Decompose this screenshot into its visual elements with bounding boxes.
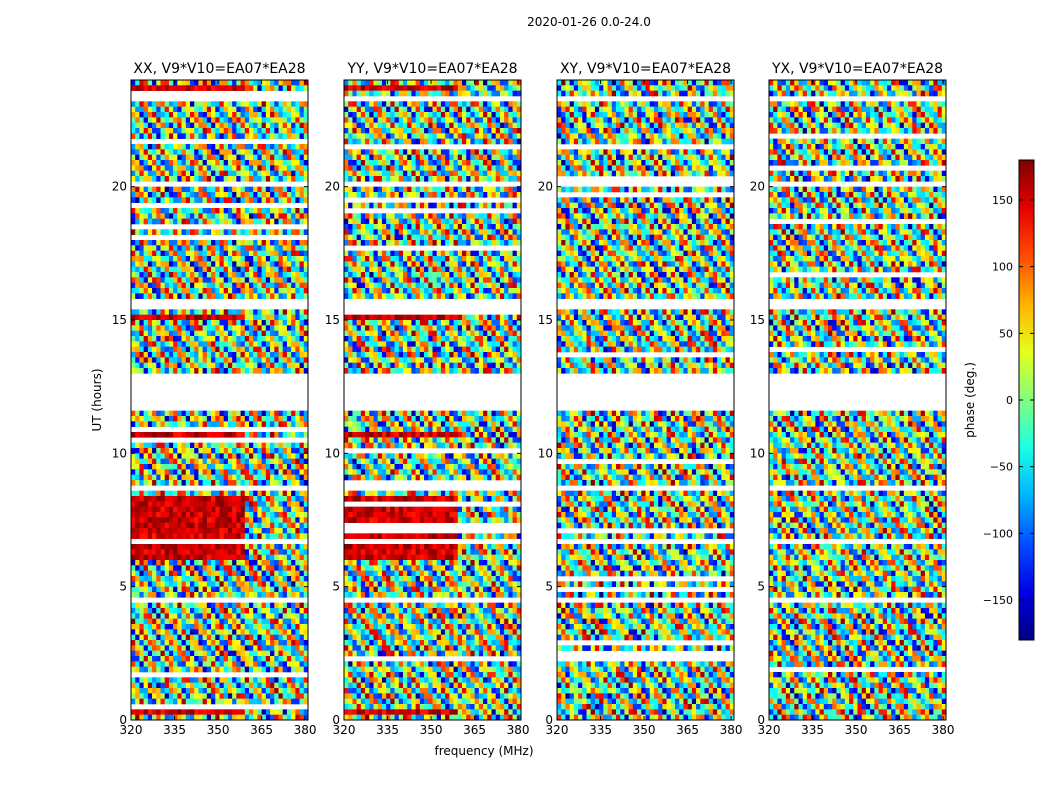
y-tick-label: 0 [757,713,765,727]
x-tick-label: 350 [845,723,868,737]
y-tick-label: 20 [112,180,127,194]
x-tick-label: 350 [207,723,230,737]
y-tick-label: 15 [325,313,340,327]
colorbar-tick-label: −100 [983,527,1013,540]
y-tick-label: 10 [112,446,127,460]
panel-title-yy: YY, V9*V10=EA07*EA28 [346,61,517,77]
panel-title-yx: YX, V9*V10=EA07*EA28 [771,61,943,77]
x-tick-label: 335 [801,723,824,737]
panel-frame [343,79,522,721]
y-tick-label: 5 [119,580,127,594]
x-tick-label: 320 [546,723,569,737]
y-tick-label: 20 [325,180,340,194]
y-tick-label: 0 [332,713,340,727]
y-tick-label: 5 [757,580,765,594]
figure-suptitle: 2020-01-26 0.0-24.0 [527,15,651,29]
x-axis-label: frequency (MHz) [434,744,533,758]
colorbar-tick-label: −150 [983,594,1013,607]
panel-xy: XY, V9*V10=EA07*EA28 320 335 350 365 380 0 5 10 1… [538,61,743,737]
panel-yx: YX, V9*V10=EA07*EA28 320 335 350 365 380 0 5 10 1… [750,61,955,737]
x-tick-label: 365 [676,723,699,737]
y-tick-label: 15 [750,313,765,327]
x-tick-label: 320 [120,723,143,737]
colorbar-tick-label: −50 [990,461,1013,474]
colorbar-tick-label: 50 [999,327,1013,340]
y-tick-label: 20 [538,180,553,194]
x-tick-label: 380 [720,723,743,737]
heatmap-xx [131,80,308,720]
colorbar-tick-label: 0 [1006,394,1013,407]
panel-yy: YY, V9*V10=EA07*EA28 320 335 350 365 380 0 5 10 1… [325,61,530,737]
heatmap-yx [769,80,946,720]
colorbar-label: phase (deg.) [963,362,977,438]
x-tick-label: 365 [250,723,273,737]
x-tick-label: 335 [376,723,399,737]
heatmap-xy [557,80,734,720]
x-tick-label: 335 [589,723,612,737]
x-tick-label: 350 [633,723,656,737]
panel-xx: XX, V9*V10=EA07*EA28 320 335 350 365 380 0 5 10 1… [112,61,317,737]
y-axis-label: UT (hours) [90,368,104,431]
heatmap-yy [344,80,521,720]
y-tick-label: 10 [750,446,765,460]
y-tick-label: 10 [325,446,340,460]
x-tick-label: 365 [463,723,486,737]
x-tick-label: 380 [507,723,530,737]
panel-frame [556,79,735,721]
x-tick-label: 350 [420,723,443,737]
colorbar: −150 −100 −50 0 50 100 150 [983,159,1035,641]
x-tick-label: 365 [888,723,911,737]
x-tick-label: 335 [163,723,186,737]
y-tick-label: 20 [750,180,765,194]
x-tick-label: 320 [333,723,356,737]
y-tick-label: 5 [332,580,340,594]
panel-title-xy: XY, V9*V10=EA07*EA28 [560,61,731,77]
panel-title-xx: XX, V9*V10=EA07*EA28 [133,61,305,77]
x-tick-label: 380 [932,723,955,737]
y-tick-label: 15 [112,313,127,327]
x-tick-label: 320 [758,723,781,737]
panel-frame [768,79,947,721]
colorbar-tick-label: 150 [992,194,1013,207]
y-tick-label: 0 [119,713,127,727]
y-tick-label: 10 [538,446,553,460]
colorbar-tick-label: 100 [992,261,1013,274]
x-tick-label: 380 [294,723,317,737]
panels-group: XX, V9*V10=EA07*EA28 320 335 350 365 380 0 5 10 1… [112,61,955,737]
y-tick-label: 15 [538,313,553,327]
y-tick-label: 0 [545,713,553,727]
y-tick-label: 5 [545,580,553,594]
panel-frame [130,79,309,721]
